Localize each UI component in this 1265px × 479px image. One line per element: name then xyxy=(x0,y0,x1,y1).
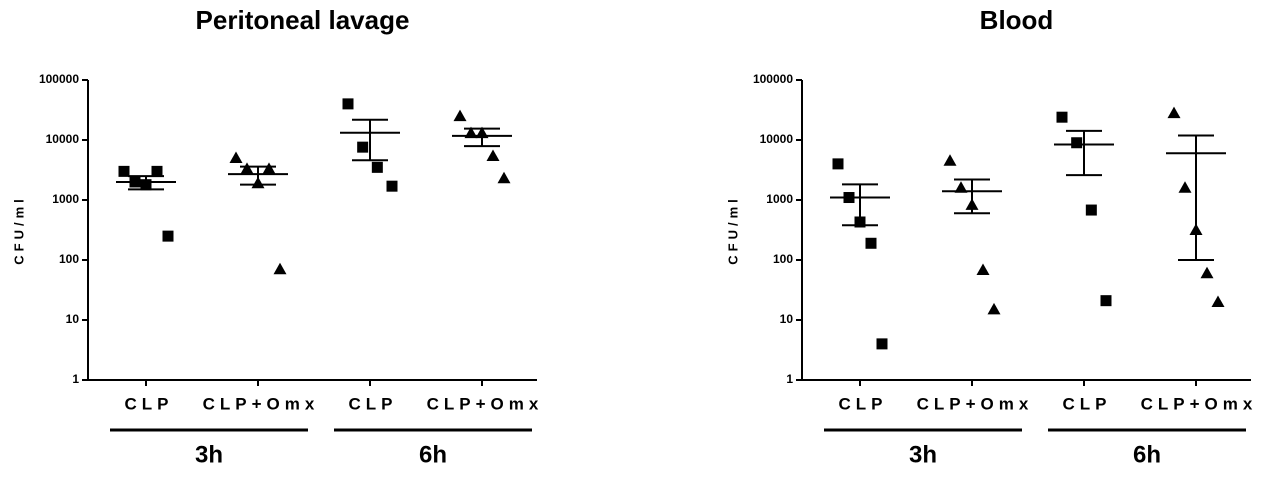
x-tick-label: CLP+Omx xyxy=(203,394,320,413)
y-tick-label: 1000 xyxy=(52,192,79,206)
data-point xyxy=(229,151,243,164)
group-label: 3h xyxy=(909,441,937,468)
y-tick-label: 10 xyxy=(780,312,794,326)
x-tick-label: CLP+Omx xyxy=(1141,394,1258,413)
x-tick-label: CLP+Omx xyxy=(427,394,544,413)
data-point xyxy=(118,165,130,177)
y-tick-label: 1 xyxy=(786,372,793,386)
data-point xyxy=(342,98,354,110)
group-label: 3h xyxy=(195,441,223,468)
data-point xyxy=(273,262,287,275)
data-point xyxy=(1071,137,1083,149)
data-point xyxy=(1200,266,1214,279)
y-tick-label: 10000 xyxy=(760,132,794,146)
x-tick-label: CLP+Omx xyxy=(917,394,1034,413)
data-point xyxy=(453,109,467,122)
data-point xyxy=(865,237,877,249)
chart: Peritoneal lavage CFU/ml 1 10 100 1000 10000 10… xyxy=(11,5,544,468)
y-tick-label: 100000 xyxy=(39,72,79,86)
data-point xyxy=(357,141,369,153)
data-point xyxy=(486,149,500,162)
data-point xyxy=(987,302,1001,315)
data-point xyxy=(954,181,968,193)
x-tick-label: CLP xyxy=(349,394,398,413)
data-point xyxy=(1056,111,1068,123)
group-label: 6h xyxy=(1133,441,1161,468)
y-tick-label: 1000 xyxy=(766,192,793,206)
data-point xyxy=(497,171,511,184)
data-point xyxy=(386,180,398,192)
data-point xyxy=(151,165,163,177)
x-tick-label: CLP xyxy=(125,394,174,413)
y-tick-label: 1 xyxy=(72,372,79,386)
data-point xyxy=(1211,295,1225,307)
chart-title: Blood xyxy=(980,5,1054,35)
y-tick-label: 100 xyxy=(59,252,79,266)
data-point xyxy=(876,338,888,350)
data-point xyxy=(1178,181,1192,193)
data-point xyxy=(240,162,254,174)
data-point xyxy=(832,158,844,170)
data-point xyxy=(162,230,174,242)
x-tick-label: CLP xyxy=(1063,394,1112,413)
y-tick-label: 10000 xyxy=(46,132,80,146)
data-point xyxy=(1167,106,1181,119)
y-tick-label: 100 xyxy=(773,252,793,266)
chart-title: Peritoneal lavage xyxy=(196,5,410,35)
data-point xyxy=(943,154,957,166)
y-axis-label: CFU/ml xyxy=(725,195,740,265)
data-point xyxy=(1085,204,1097,216)
chart: Blood CFU/ml 1 10 100 1000 10000 100000 CLP CLP+O… xyxy=(725,5,1258,468)
y-tick-label: 100000 xyxy=(753,72,793,86)
y-axis-label: CFU/ml xyxy=(11,195,26,265)
x-tick-label: CLP xyxy=(839,394,888,413)
data-point xyxy=(262,162,276,174)
data-point xyxy=(371,161,383,173)
data-point xyxy=(1100,295,1112,307)
y-tick-label: 10 xyxy=(66,312,80,326)
group-label: 6h xyxy=(419,441,447,468)
data-point xyxy=(976,263,990,276)
